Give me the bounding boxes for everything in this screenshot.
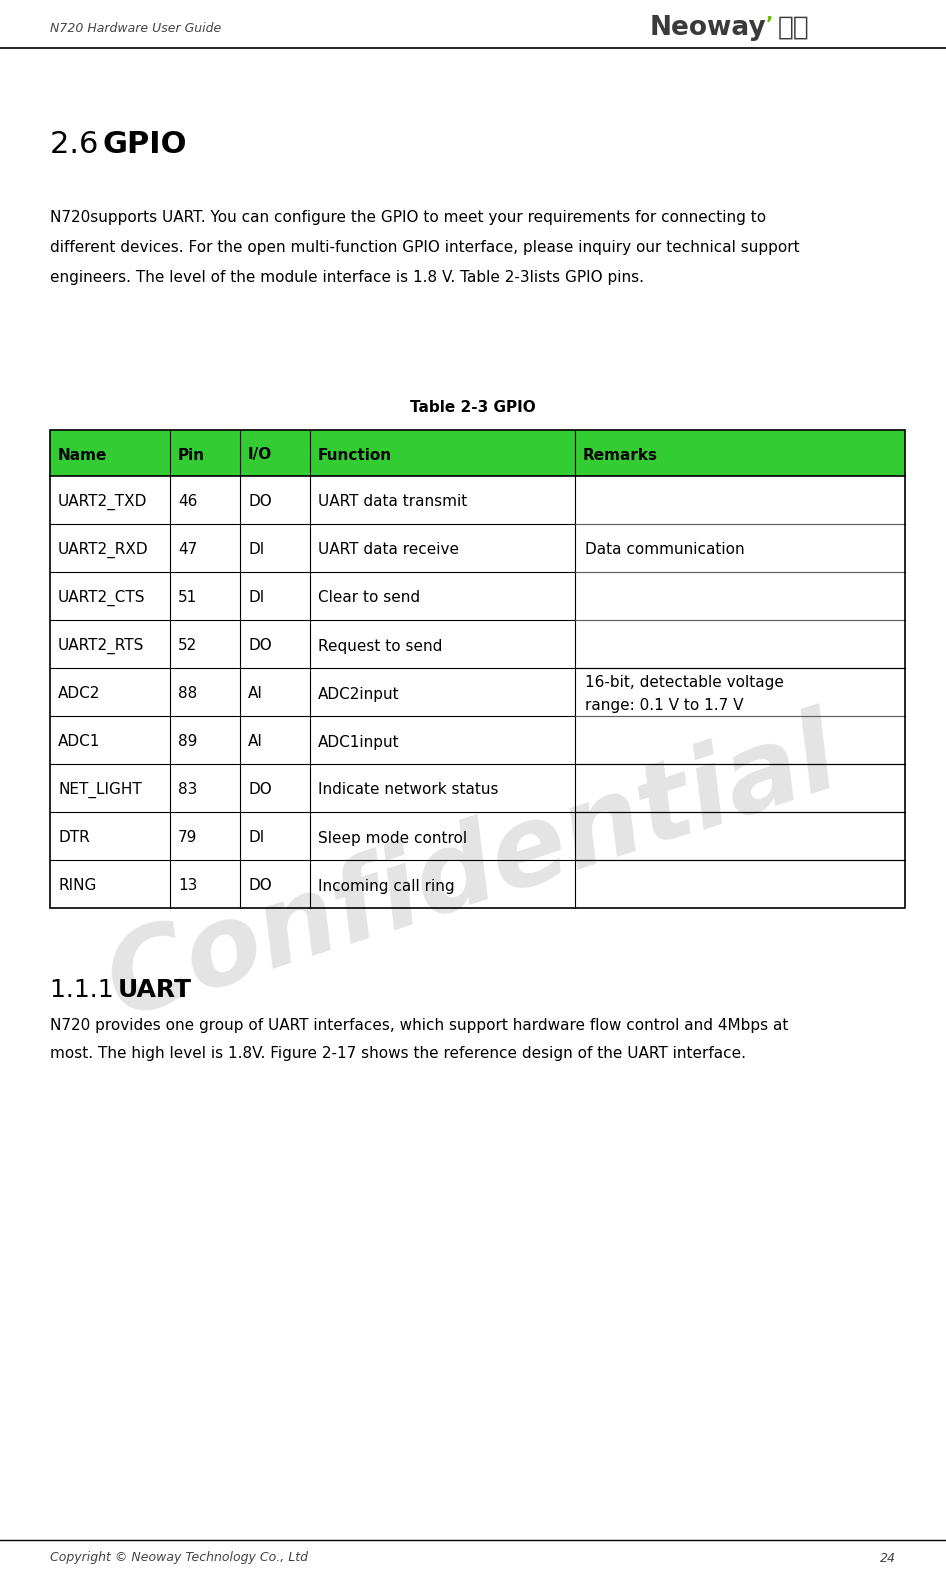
Text: 51: 51 (178, 591, 198, 605)
Text: UART2_CTS: UART2_CTS (58, 590, 146, 607)
Text: AI: AI (248, 687, 263, 701)
Text: UART2_RTS: UART2_RTS (58, 638, 145, 654)
Text: UART: UART (118, 978, 192, 1001)
Text: 1.1.1: 1.1.1 (50, 978, 122, 1001)
Text: Clear to send: Clear to send (318, 591, 420, 605)
Text: Confidential: Confidential (95, 701, 851, 1039)
Text: N720supports UART. You can configure the GPIO to meet your requirements for conn: N720supports UART. You can configure the… (50, 211, 766, 225)
Text: 52: 52 (178, 638, 198, 654)
Text: GPIO: GPIO (102, 130, 186, 159)
Text: Neoway: Neoway (650, 16, 767, 41)
Text: ADC1: ADC1 (58, 734, 100, 750)
Text: engineers. The level of the module interface is 1.8 V. Table 2-3lists GPIO pins.: engineers. The level of the module inter… (50, 270, 644, 285)
Text: Indicate network status: Indicate network status (318, 783, 499, 797)
Text: 13: 13 (178, 879, 198, 893)
Text: 88: 88 (178, 687, 198, 701)
Text: DO: DO (248, 879, 272, 893)
Text: 有方: 有方 (778, 16, 810, 41)
Text: 79: 79 (178, 830, 198, 846)
Text: N720 provides one group of UART interfaces, which support hardware flow control : N720 provides one group of UART interfac… (50, 1019, 788, 1033)
Text: Request to send: Request to send (318, 638, 443, 654)
Text: most. The high level is 1.8V. Figure 2-17 shows the reference design of the UART: most. The high level is 1.8V. Figure 2-1… (50, 1045, 746, 1061)
Text: 46: 46 (178, 495, 198, 509)
Bar (50, 431, 905, 476)
Text: ’: ’ (766, 14, 774, 33)
Text: 47: 47 (178, 542, 198, 558)
Text: Data communication: Data communication (585, 542, 745, 558)
Text: 16-bit, detectable voltage
range: 0.1 V to 1.7 V: 16-bit, detectable voltage range: 0.1 V … (585, 676, 784, 712)
Text: DTR: DTR (58, 830, 90, 846)
Text: Sleep mode control: Sleep mode control (318, 830, 467, 846)
Text: ADC2input: ADC2input (318, 687, 399, 701)
Text: DI: DI (248, 542, 264, 558)
Text: UART2_TXD: UART2_TXD (58, 494, 148, 509)
Text: DI: DI (248, 830, 264, 846)
Text: DO: DO (248, 638, 272, 654)
Text: UART data transmit: UART data transmit (318, 495, 467, 509)
Text: AI: AI (248, 734, 263, 750)
Text: Function: Function (318, 448, 393, 462)
Text: DO: DO (248, 495, 272, 509)
Text: 89: 89 (178, 734, 198, 750)
Text: NET_LIGHT: NET_LIGHT (58, 781, 142, 799)
Text: Remarks: Remarks (583, 448, 658, 462)
Text: Table 2-3 GPIO: Table 2-3 GPIO (411, 399, 535, 415)
Bar (50, 431, 905, 909)
Text: Incoming call ring: Incoming call ring (318, 879, 455, 893)
Text: UART2_RXD: UART2_RXD (58, 542, 149, 558)
Text: 24: 24 (880, 1552, 896, 1564)
Text: different devices. For the open multi-function GPIO interface, please inquiry ou: different devices. For the open multi-fu… (50, 241, 799, 255)
Text: Copyright © Neoway Technology Co., Ltd: Copyright © Neoway Technology Co., Ltd (50, 1552, 308, 1564)
Text: 83: 83 (178, 783, 198, 797)
Text: RING: RING (58, 879, 96, 893)
Text: 2.6: 2.6 (50, 130, 108, 159)
Text: ADC1input: ADC1input (318, 734, 399, 750)
Text: N720 Hardware User Guide: N720 Hardware User Guide (50, 22, 221, 35)
Text: Pin: Pin (178, 448, 205, 462)
Text: DI: DI (248, 591, 264, 605)
Text: Name: Name (58, 448, 108, 462)
Text: UART data receive: UART data receive (318, 542, 459, 558)
Text: I/O: I/O (248, 448, 272, 462)
Text: ADC2: ADC2 (58, 687, 100, 701)
Text: DO: DO (248, 783, 272, 797)
